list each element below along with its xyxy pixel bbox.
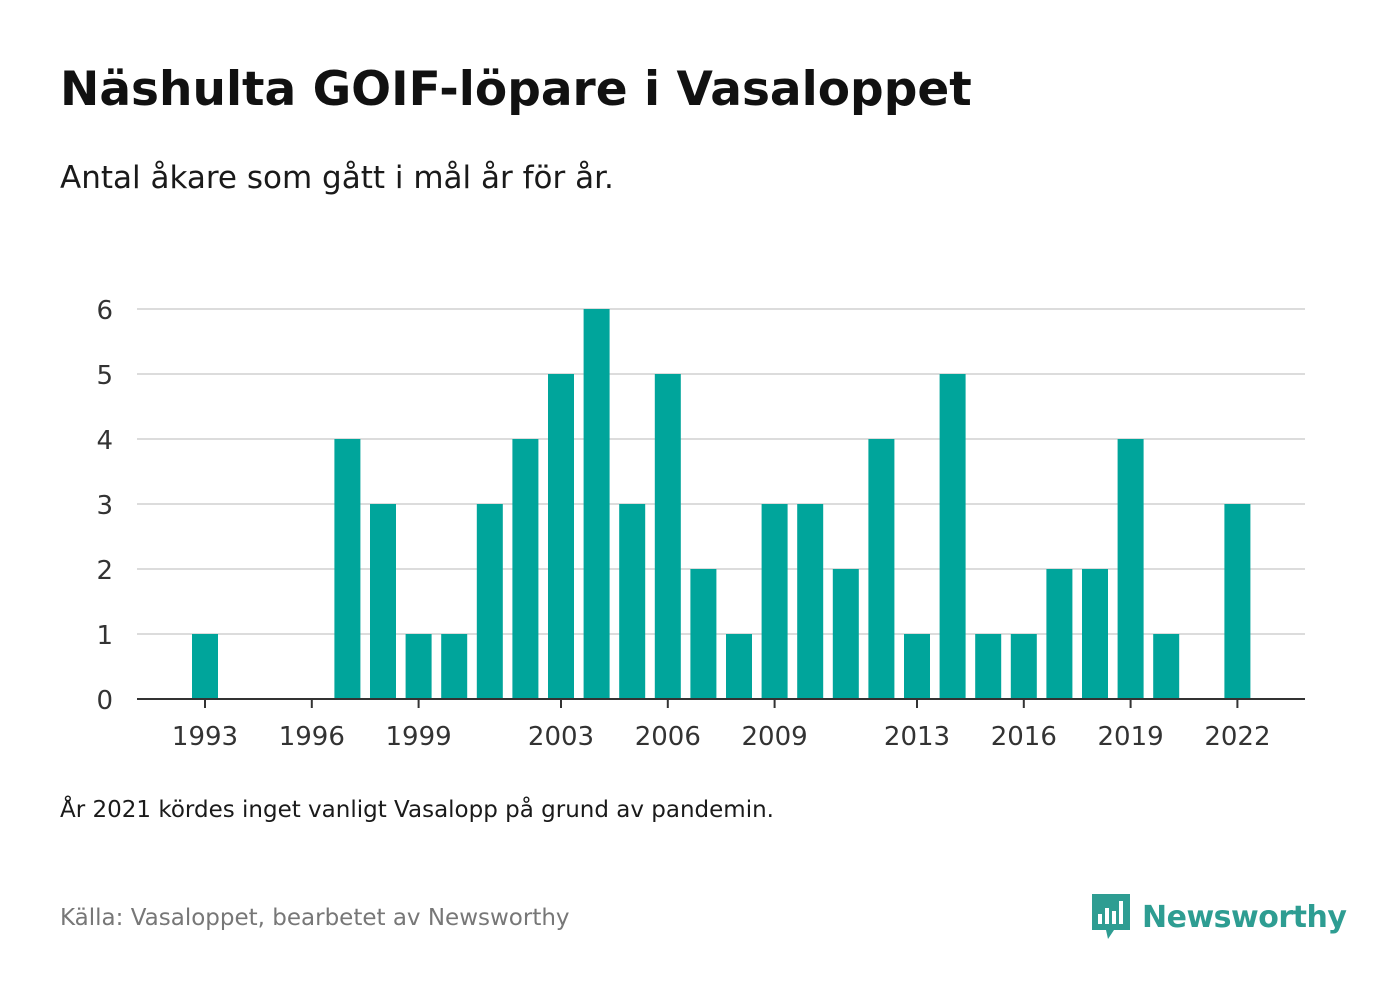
bar: [548, 374, 574, 699]
bar: [512, 439, 539, 699]
bar: [405, 634, 432, 699]
bar: [975, 634, 1002, 699]
y-tick-label: 0: [96, 686, 113, 716]
x-tick-label: 2019: [1098, 722, 1164, 752]
x-tick-label: 2022: [1204, 722, 1270, 752]
x-tick-label: 2006: [635, 722, 701, 752]
bar: [1224, 504, 1251, 699]
bar: [832, 569, 859, 699]
bar: [583, 309, 610, 699]
chart-note: År 2021 kördes inget vanligt Vasalopp på…: [60, 797, 774, 823]
bar: [1153, 634, 1180, 699]
bar: [868, 439, 895, 699]
bar: [476, 504, 503, 699]
bar-chart: 0 1 2 3 4 5 6 1993 1996 1999 2003 2006 2009 2013 2016 2…: [96, 296, 1305, 752]
x-tick-label: 1996: [279, 722, 345, 752]
brand-logo: Newsworthy: [1090, 892, 1347, 942]
x-tick-label: 2016: [991, 722, 1057, 752]
newsworthy-logo-icon: [1092, 894, 1130, 939]
bar: [690, 569, 717, 699]
y-tick-label: 1: [96, 621, 113, 651]
bar: [1046, 569, 1073, 699]
bar: [619, 504, 646, 699]
bar: [904, 634, 930, 699]
bar: [1082, 569, 1108, 699]
bar: [939, 374, 966, 699]
y-tick-label: 5: [96, 361, 113, 391]
bar: [654, 374, 681, 699]
bar: [1010, 634, 1037, 699]
bar: [1117, 439, 1144, 699]
chart-subtitle: Antal åkare som gått i mål år för år.: [60, 160, 614, 196]
x-tick-label: 2003: [528, 722, 594, 752]
bar: [726, 634, 752, 699]
bar: [797, 504, 824, 699]
x-tick-label: 1999: [386, 722, 452, 752]
y-tick-label: 4: [96, 426, 113, 456]
bar: [370, 504, 396, 699]
y-tick-label: 6: [96, 296, 113, 326]
bar: [334, 439, 361, 699]
bar: [441, 634, 468, 699]
x-tick-label: 2013: [884, 722, 950, 752]
x-tick-label: 2009: [742, 722, 808, 752]
y-tick-label: 3: [96, 491, 113, 521]
bar: [761, 504, 788, 699]
brand-name: Newsworthy: [1142, 899, 1347, 935]
chart-title: Näshulta GOIF-löpare i Vasaloppet: [60, 62, 972, 117]
source-credit: Källa: Vasaloppet, bearbetet av Newswort…: [60, 905, 570, 931]
y-tick-label: 2: [96, 556, 113, 586]
x-tick-label: 1993: [172, 722, 238, 752]
bar: [192, 634, 218, 699]
